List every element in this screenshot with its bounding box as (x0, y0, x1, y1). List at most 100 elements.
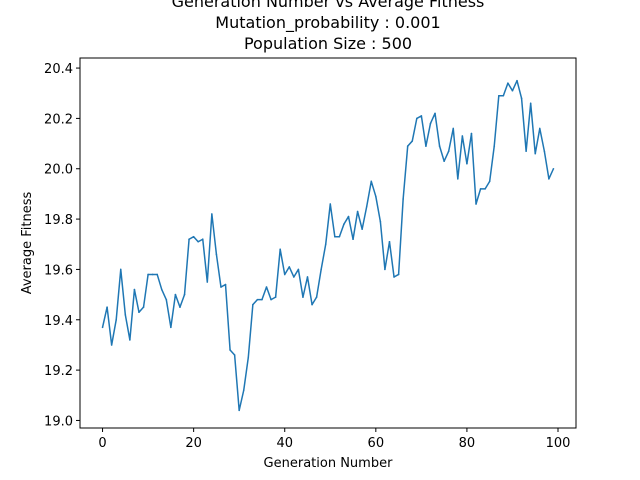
data-point (192, 235, 195, 238)
data-point (247, 356, 250, 359)
data-point (160, 288, 163, 291)
data-point (183, 293, 186, 296)
data-point (293, 276, 295, 278)
x-tick-label: 0 (98, 436, 106, 451)
y-tick-label: 19.2 (44, 364, 73, 379)
series-line (101, 79, 555, 412)
x-tick-label: 60 (368, 436, 385, 451)
data-point (320, 268, 322, 271)
data-point (142, 306, 145, 308)
y-tick-label: 19.6 (44, 263, 73, 278)
data-point (311, 303, 313, 306)
data-point (220, 286, 222, 288)
data-point (352, 238, 354, 241)
data-point (174, 293, 177, 296)
data-point (343, 223, 345, 225)
data-point (388, 240, 391, 243)
data-point (534, 152, 537, 155)
plot-area: 0 20 40 60 80 100 19.0 19.2 19.4 19.6 19.8 20.0 20.… (44, 57, 577, 451)
data-point (384, 268, 386, 271)
data-point (252, 303, 254, 306)
data-point (397, 273, 400, 276)
data-point (229, 349, 231, 351)
y-tick-label: 19.4 (44, 314, 73, 329)
data-point (265, 286, 268, 288)
data-point (543, 150, 546, 152)
data-point (334, 235, 336, 238)
x-tick-label: 80 (459, 436, 476, 451)
data-point (447, 150, 450, 152)
data-point (361, 228, 363, 230)
data-point (452, 127, 455, 130)
data-point (461, 135, 464, 137)
y-tick-label: 19.8 (44, 213, 73, 228)
data-point (302, 296, 304, 298)
data-point (297, 268, 300, 271)
x-tick-label: 40 (276, 436, 293, 451)
data-point (151, 273, 154, 276)
data-point (119, 268, 122, 271)
y-tick-label: 20.2 (44, 112, 73, 127)
chart-title-line-2: Mutation_probability : 0.001 (215, 13, 440, 33)
data-point (338, 235, 341, 238)
data-point (261, 298, 263, 301)
data-point (106, 306, 108, 308)
data-point (525, 150, 527, 152)
data-point (416, 117, 418, 120)
data-point (502, 94, 505, 97)
data-point (479, 188, 482, 190)
y-axis: 19.0 19.2 19.4 19.6 19.8 20.0 20.2 20.4 (44, 62, 80, 429)
data-point (498, 94, 500, 97)
data-point (224, 283, 227, 286)
data-point (434, 112, 436, 115)
data-point (538, 127, 541, 130)
x-tick-label: 20 (185, 436, 202, 451)
data-point (211, 213, 213, 215)
data-point (306, 276, 309, 278)
data-point (516, 79, 518, 82)
y-tick-label: 20.4 (44, 62, 73, 77)
data-point (165, 298, 168, 301)
data-point (356, 210, 359, 213)
data-point (101, 326, 104, 329)
x-axis-label: Generation Number (264, 456, 394, 471)
data-point (466, 162, 468, 165)
data-point (420, 115, 423, 117)
data-point (443, 160, 445, 162)
data-point (438, 145, 441, 147)
data-point (425, 145, 427, 147)
axes-frame (79, 57, 577, 429)
data-point (511, 89, 514, 92)
data-point (406, 145, 409, 147)
data-point (238, 409, 240, 412)
data-point (457, 178, 459, 180)
data-point (429, 122, 432, 125)
data-point (379, 220, 382, 223)
y-tick-label: 19.0 (44, 414, 73, 429)
chart-title-line-1: Generation Number vs Average Fitness (172, 0, 485, 11)
data-points (101, 79, 555, 412)
chart-title-line-3: Population Size : 500 (244, 34, 412, 53)
data-point (288, 266, 291, 268)
data-point (156, 273, 158, 276)
data-point (370, 180, 373, 183)
data-point (411, 140, 414, 142)
data-point (233, 354, 236, 356)
data-point (393, 276, 395, 278)
data-point (365, 205, 368, 208)
data-point (133, 288, 136, 291)
data-point (270, 298, 272, 301)
data-point (138, 311, 140, 314)
data-point (520, 97, 523, 100)
data-point (215, 253, 218, 256)
data-point (493, 145, 496, 147)
data-point (256, 298, 259, 301)
data-point (548, 178, 550, 180)
data-point (402, 198, 404, 200)
data-point (115, 318, 118, 321)
data-point (552, 167, 555, 170)
data-point (329, 203, 332, 205)
data-point (347, 215, 350, 218)
data-point (242, 389, 245, 392)
